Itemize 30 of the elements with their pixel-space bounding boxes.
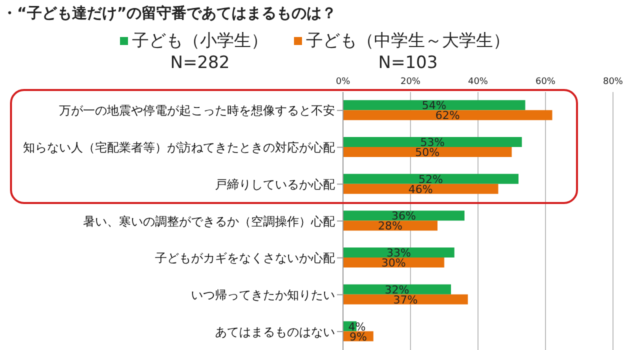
bar [343,294,468,304]
bar [343,210,464,221]
legend-label: 子ども（小学生） N=282 [132,30,268,74]
y-tick-label: 子どもがカギをなくさないか心配 [155,251,335,266]
y-tick-label: いつ帰ってきたか知りたい [191,288,335,302]
bar [343,284,451,294]
x-tick-label: 80% [602,77,624,87]
bar [343,174,518,184]
data-label: 28% [378,220,402,233]
bar [343,146,512,157]
data-label: 30% [381,256,406,270]
x-tick-label: 40% [468,77,488,87]
text: ・“子ども達だけ”の留守番であてはまるものは？ [2,4,337,23]
bar [343,248,454,258]
bar [343,136,522,147]
legend-label: 子ども（中学生～大学生） N=103 [306,30,510,74]
y-tick-label: 万が一の地震や停電が起こった時を想像すると不安 [59,104,335,118]
bar [343,258,444,268]
bar [343,100,526,110]
data-label: 9% [349,330,367,344]
bar [343,110,552,120]
x-tick-label: 60% [535,77,556,87]
y-tick-label: 暑い、寒いの調整ができるか（空調操作）心配 [83,214,335,228]
y-tick-label: 戸締りしているか心配 [215,177,335,192]
x-tick-label: 0% [336,77,351,87]
x-tick-label: 20% [400,77,421,87]
data-label: 62% [435,109,460,122]
y-tick-label: 知らない人（宅配業者等）が訪ねてきたときの対応が心配 [23,140,335,155]
y-tick-label: あてはまるものはない [215,324,335,339]
bar [343,184,498,194]
